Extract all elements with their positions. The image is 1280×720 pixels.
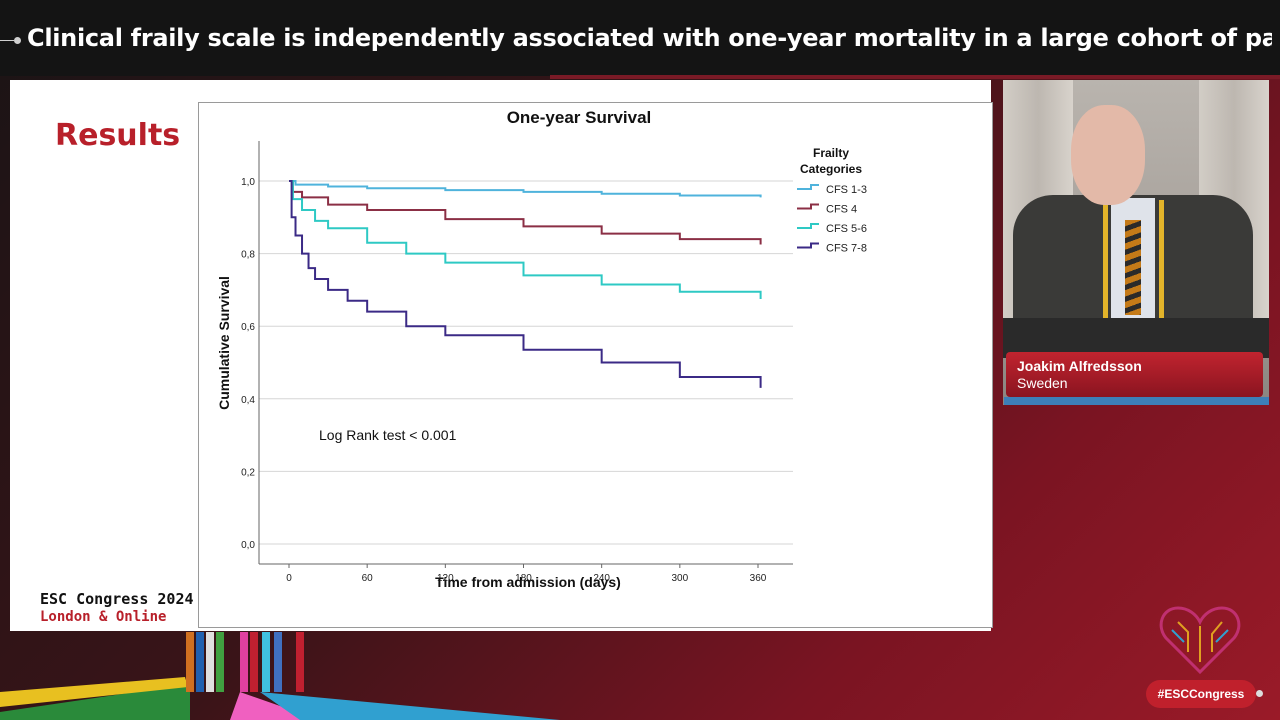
y-tick-label: 0,0 — [241, 540, 255, 551]
y-tick-label: 0,4 — [241, 395, 255, 406]
series-line-cfs-1-3 — [289, 180, 762, 198]
video-title-bar: Clinical fraily scale is independently a… — [0, 0, 1280, 76]
legend-title-line2: Categories — [800, 162, 862, 176]
podium — [1003, 318, 1269, 358]
presentation-slide: Results 0,0 0,2 0,4 0,6 0,8 1,0 0 60 120 180 240 30… — [10, 80, 993, 631]
legend-title-line1: Frailty — [813, 146, 849, 160]
legend-label: CFS 5-6 — [826, 223, 867, 235]
congress-location: London & Online — [40, 609, 167, 625]
series-line-cfs-4 — [289, 180, 762, 245]
esc-heart-logo-icon — [1159, 606, 1241, 675]
esc-congress-logo: ESC Congress 2024 London & Online — [40, 590, 194, 625]
survival-chart: 0,0 0,2 0,4 0,6 0,8 1,0 0 60 120 180 240 300 360 CFS… — [216, 108, 867, 590]
x-tick-label: 300 — [671, 573, 688, 584]
legend-swatch — [797, 242, 819, 249]
speaker-country: Sweden — [1017, 375, 1068, 391]
title-dot-icon — [14, 37, 21, 44]
title-line-decoration — [0, 40, 14, 41]
hashtag-dot-icon — [1256, 690, 1263, 697]
y-tick-label: 0,8 — [241, 250, 255, 261]
nameplate-strip — [1004, 397, 1269, 405]
y-tick-label: 0,2 — [241, 467, 255, 478]
lanyard-right — [1159, 200, 1164, 320]
x-tick-label: 120 — [437, 573, 454, 584]
speaker-name: Joakim Alfredsson — [1017, 358, 1142, 374]
y-axis-label: Cumulative Survival — [216, 276, 232, 410]
log-rank-annotation: Log Rank test < 0.001 — [319, 427, 457, 443]
survival-chart-frame: 0,0 0,2 0,4 0,6 0,8 1,0 0 60 120 180 240 300 360 CFS… — [198, 102, 993, 628]
speaker-nameplate: Joakim Alfredsson Sweden — [1006, 352, 1263, 397]
series-line-cfs-5-6 — [289, 180, 762, 299]
congress-name: ESC Congress 2024 — [40, 590, 194, 608]
legend-swatch — [797, 184, 819, 190]
x-tick-label: 0 — [286, 573, 292, 584]
x-tick-label: 360 — [750, 573, 767, 584]
x-tick-label: 240 — [593, 573, 610, 584]
x-axis-label: Time from admission (days) — [435, 574, 621, 590]
legend-label: CFS 7-8 — [826, 243, 867, 255]
legend-swatch — [797, 223, 819, 229]
x-tick-label: 60 — [362, 573, 374, 584]
x-tick-label: 180 — [515, 573, 532, 584]
speaker-video — [1003, 80, 1269, 405]
legend-swatch — [797, 203, 819, 210]
hashtag-badge: #ESCCongress — [1146, 680, 1256, 708]
speaker-tie — [1125, 220, 1141, 315]
y-tick-label: 0,6 — [241, 322, 255, 333]
lanyard-left — [1103, 200, 1108, 320]
legend-label: CFS 1-3 — [826, 184, 867, 196]
chart-title: One-year Survival — [507, 108, 652, 127]
video-title: Clinical fraily scale is independently a… — [27, 24, 1272, 52]
slide-heading: Results — [55, 118, 181, 153]
series-line-cfs-7-8 — [289, 180, 762, 388]
speaker-head — [1071, 105, 1145, 205]
legend-label: CFS 4 — [826, 204, 857, 216]
decorative-stripes — [0, 632, 560, 720]
topbar-accent-line — [550, 75, 1280, 79]
y-tick-label: 1,0 — [241, 177, 255, 188]
